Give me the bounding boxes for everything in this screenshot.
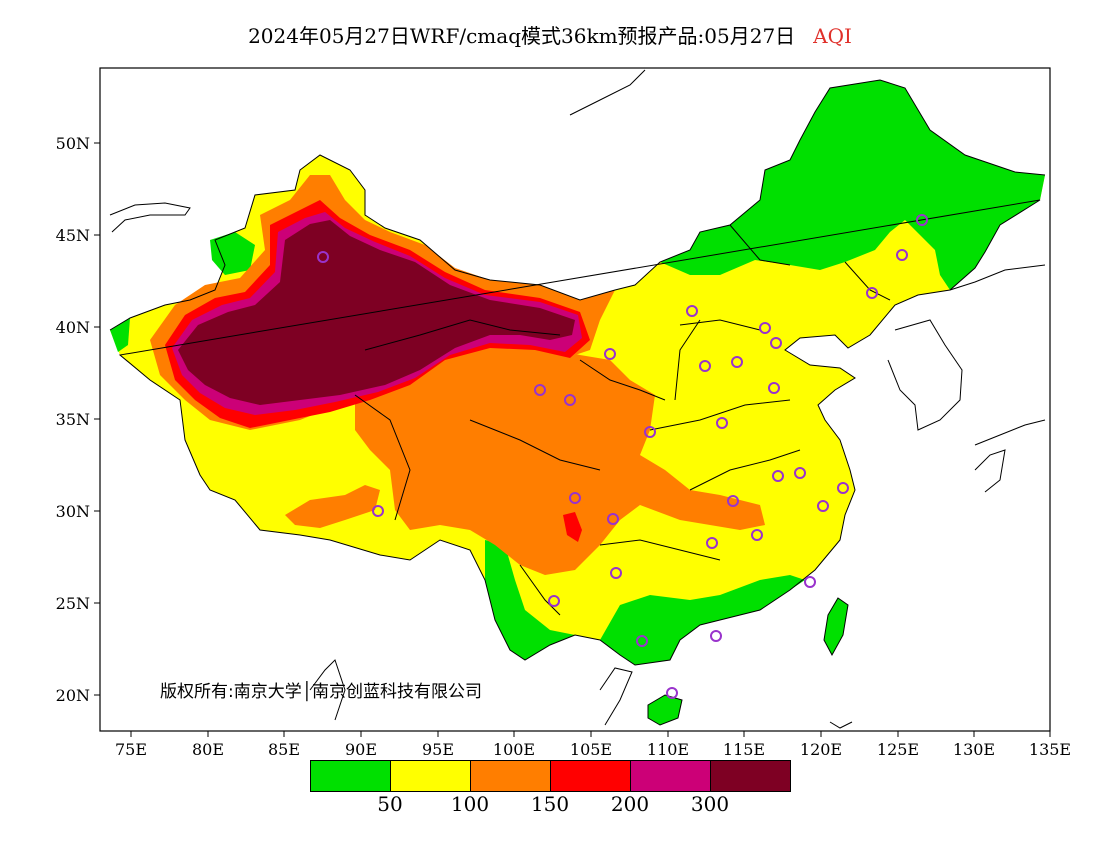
region-usg-southtibet (285, 485, 380, 528)
legend-swatch (391, 761, 471, 791)
x-tick-label: 115E (723, 740, 765, 759)
x-tick-label: 130E (953, 740, 995, 759)
region-usg-central (355, 340, 765, 575)
map-content (109, 69, 1046, 729)
x-tick-label: 100E (493, 740, 535, 759)
y-tick-label: 40N (56, 318, 90, 337)
x-tick-label: 110E (647, 740, 689, 759)
legend-label: 300 (690, 792, 730, 816)
y-tick-label: 50N (56, 134, 90, 153)
title-variable: AQI (813, 24, 852, 48)
y-tick-label: 25N (56, 594, 90, 613)
region-good-northeast (660, 80, 1045, 290)
x-tick-label: 105E (570, 740, 612, 759)
x-tick-label: 95E (422, 740, 454, 759)
legend-swatch (471, 761, 551, 791)
region-hazardous (178, 220, 575, 405)
legend-label: 50 (377, 792, 403, 816)
region-good-southwest (485, 540, 575, 660)
y-tick-labels: 50N 45N 40N 35N 30N 25N 20N (56, 134, 90, 705)
y-tick-label: 30N (56, 502, 90, 521)
legend-swatch (711, 761, 790, 791)
title-main: 2024年05月27日WRF/cmaq模式36km预报产品:05月27日 (248, 24, 796, 48)
legend-swatch (311, 761, 391, 791)
legend-swatch (551, 761, 631, 791)
region-unhealthy-sichuan (563, 512, 582, 542)
region-good-hainan (648, 695, 682, 725)
map-frame (99, 67, 1051, 732)
copyright-text: 版权所有:南京大学│南京创蓝科技有限公司 (160, 681, 482, 702)
y-tick-label: 45N (56, 226, 90, 245)
x-tick-label: 85E (268, 740, 300, 759)
legend-label: 200 (610, 792, 650, 816)
color-legend (310, 760, 791, 792)
x-tick-labels: 75E 80E 85E 90E 95E 100E 105E 110E 115E … (115, 740, 1071, 759)
legend-labels: 50 100 150 200 300 (0, 792, 1100, 818)
legend-label: 150 (530, 792, 570, 816)
region-good-south (600, 575, 805, 665)
x-tick-label: 120E (800, 740, 842, 759)
x-tick-label: 75E (115, 740, 147, 759)
map-title: 2024年05月27日WRF/cmaq模式36km预报产品:05月27日 AQI (0, 20, 1100, 49)
region-good-northwest (210, 232, 255, 275)
x-tick-label: 125E (877, 740, 919, 759)
x-tick-label: 135E (1029, 740, 1071, 759)
x-tick-label: 90E (345, 740, 377, 759)
city-markers (317, 214, 928, 699)
y-tick-label: 35N (56, 410, 90, 429)
boundaries (109, 69, 1046, 729)
y-tick-marks (94, 142, 100, 696)
region-good-west-tip (110, 318, 130, 352)
x-tick-label: 80E (192, 740, 224, 759)
x-tick-marks (130, 731, 1051, 737)
y-tick-label: 20N (56, 686, 90, 705)
legend-label: 100 (450, 792, 490, 816)
legend-swatch (631, 761, 711, 791)
